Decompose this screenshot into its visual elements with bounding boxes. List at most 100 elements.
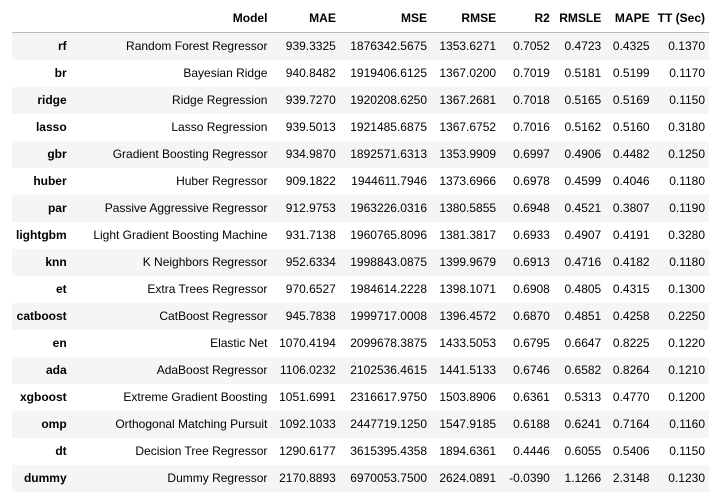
cell-r2: 0.6361 (513, 390, 550, 404)
column-header-mae: MAE (271, 4, 340, 33)
cell-r2: 0.7016 (513, 120, 550, 134)
cell-rmse: 1373.6966 (439, 174, 497, 188)
cell-mape: 2.3148 (612, 471, 650, 485)
table-row: dt Decision Tree Regressor 1290.6177 361539… (12, 438, 709, 465)
cell-mse: 1921485.6875 (350, 120, 427, 134)
cell-tt-sec: 0.2250 (668, 309, 705, 323)
model-comparison-table: Model MAE MSE RMSE R2 RMSLE MAPE TT (Sec) rf Ran… (12, 4, 709, 492)
cell-model: AdaBoost Regressor (156, 363, 268, 377)
cell-mse: 2316617.9750 (350, 390, 427, 404)
row-index-label: gbr (47, 147, 67, 161)
table-row: rf Random Forest Regressor 939.3325 1876342… (12, 32, 709, 60)
cell-model: Dummy Regressor (167, 471, 268, 485)
cell-model: K Neighbors Regressor (142, 255, 268, 269)
cell-mape: 0.5160 (612, 120, 650, 134)
cell-rmsle: 1.1266 (564, 471, 602, 485)
cell-rmse: 1367.2681 (439, 93, 497, 107)
row-index-label: et (55, 282, 67, 296)
cell-model: Lasso Regression (171, 120, 268, 134)
row-index-label: lasso (35, 120, 67, 134)
cell-rmsle: 0.6582 (564, 363, 602, 377)
column-header-mse: MSE (339, 4, 431, 33)
cell-rmse: 1441.5133 (439, 363, 497, 377)
cell-rmse: 1503.8906 (439, 390, 497, 404)
cell-rmse: 1381.3817 (439, 228, 497, 242)
cell-model: CatBoost Regressor (159, 309, 268, 323)
cell-tt-sec: 0.1190 (669, 201, 705, 215)
cell-mae: 2170.8893 (279, 471, 336, 485)
cell-rmsle: 0.4805 (564, 282, 602, 296)
cell-rmsle: 0.4851 (564, 309, 602, 323)
cell-r2: 0.6746 (513, 363, 550, 377)
cell-rmsle: 0.4907 (564, 228, 602, 242)
cell-r2: 0.6795 (513, 336, 550, 350)
cell-mse: 2447719.1250 (350, 417, 427, 431)
cell-tt-sec: 0.1200 (668, 390, 705, 404)
cell-r2: 0.6933 (513, 228, 550, 242)
cell-rmsle: 0.5181 (564, 66, 602, 80)
cell-mse: 6970053.7500 (350, 471, 427, 485)
cell-model: Extra Trees Regressor (147, 282, 268, 296)
cell-mae: 1106.0232 (279, 363, 336, 377)
cell-mae: 909.1822 (285, 174, 336, 188)
cell-r2: 0.7018 (513, 93, 550, 107)
cell-model: Bayesian Ridge (183, 66, 268, 80)
cell-tt-sec: 0.1160 (669, 417, 705, 431)
cell-r2: -0.0390 (509, 471, 550, 485)
cell-mse: 1984614.2228 (350, 282, 427, 296)
header-row: Model MAE MSE RMSE R2 RMSLE MAPE TT (Sec) (12, 4, 709, 33)
cell-rmsle: 0.6241 (564, 417, 602, 431)
cell-r2: 0.7019 (513, 66, 550, 80)
cell-mae: 952.6334 (285, 255, 336, 269)
cell-rmse: 1399.9679 (439, 255, 497, 269)
cell-model: Elastic Net (210, 336, 268, 350)
cell-mape: 0.3807 (612, 201, 650, 215)
cell-rmsle: 0.4906 (564, 147, 602, 161)
cell-tt-sec: 0.1210 (668, 363, 705, 377)
cell-mape: 0.4191 (612, 228, 650, 242)
row-index-label: rf (57, 39, 67, 53)
row-index-label: huber (33, 174, 67, 188)
table-row: et Extra Trees Regressor 970.6527 1984614.2… (12, 276, 709, 303)
row-index-label: br (54, 66, 67, 80)
table-row: br Bayesian Ridge 940.8482 1919406.6125 1367… (12, 60, 709, 87)
cell-r2: 0.6188 (513, 417, 550, 431)
cell-tt-sec: 0.1300 (668, 282, 705, 296)
cell-model: Ridge Regression (172, 93, 268, 107)
row-index-label: en (52, 336, 67, 350)
cell-tt-sec: 0.1150 (669, 444, 705, 458)
cell-mape: 0.8264 (612, 363, 650, 377)
cell-mape: 0.5406 (612, 444, 650, 458)
cell-mape: 0.4182 (612, 255, 650, 269)
cell-mae: 939.7270 (285, 93, 336, 107)
cell-rmsle: 0.4599 (564, 174, 602, 188)
table-row: en Elastic Net 1070.4194 2099678.3875 1433.5… (12, 330, 709, 357)
cell-mae: 939.3325 (285, 39, 336, 53)
cell-mse: 1876342.5675 (350, 39, 427, 53)
cell-mae: 931.7138 (285, 228, 336, 242)
column-header-tt-sec: TT (Sec) (653, 4, 709, 33)
cell-mae: 912.9753 (285, 201, 336, 215)
cell-model: Extreme Gradient Boosting (123, 390, 268, 404)
cell-r2: 0.7052 (513, 39, 550, 53)
cell-mse: 1944611.7946 (351, 174, 427, 188)
cell-rmse: 1367.0200 (439, 66, 497, 80)
cell-mae: 1290.6177 (279, 444, 336, 458)
cell-rmse: 1433.5053 (439, 336, 497, 350)
cell-tt-sec: 0.1150 (669, 93, 705, 107)
cell-r2: 0.6908 (513, 282, 550, 296)
table-row: ridge Ridge Regression 939.7270 1920208.625… (12, 87, 709, 114)
cell-r2: 0.6870 (513, 309, 550, 323)
table-row: knn K Neighbors Regressor 952.6334 1998843.… (12, 249, 709, 276)
cell-model: Passive Aggressive Regressor (104, 201, 268, 215)
cell-rmse: 1396.4572 (439, 309, 497, 323)
cell-mse: 1963226.0316 (350, 201, 427, 215)
cell-mape: 0.4046 (612, 174, 650, 188)
cell-mape: 0.8225 (612, 336, 650, 350)
table-row: ada AdaBoost Regressor 1106.0232 2102536.46… (12, 357, 709, 384)
cell-rmsle: 0.4716 (564, 255, 602, 269)
cell-mse: 1998843.0875 (350, 255, 427, 269)
column-header-index (12, 4, 71, 33)
table-row: lasso Lasso Regression 939.5013 1921485.687… (12, 114, 709, 141)
cell-mape: 0.4258 (612, 309, 650, 323)
